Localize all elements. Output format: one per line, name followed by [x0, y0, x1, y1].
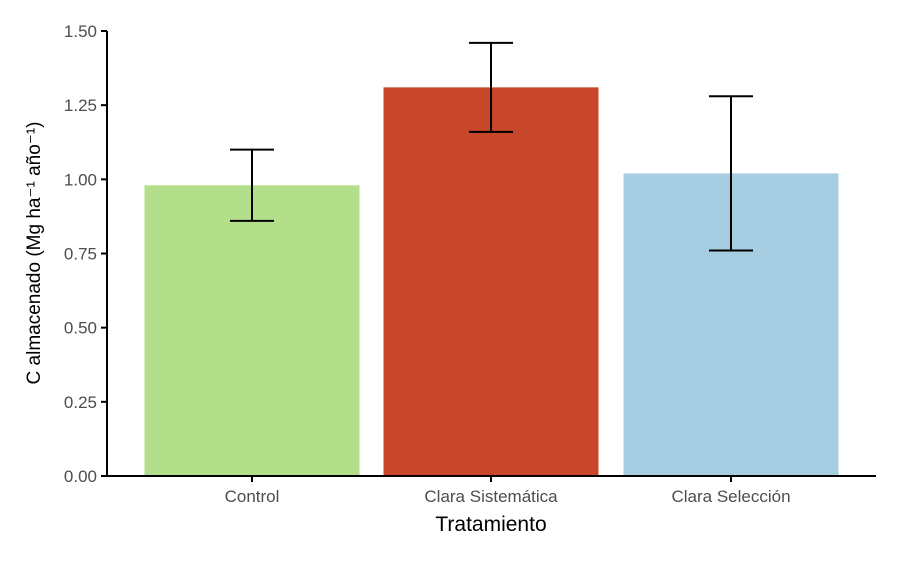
y-tick-label: 0.75 — [64, 245, 97, 264]
y-axis-title: C almacenado (Mg ha⁻¹ año⁻¹) — [24, 122, 45, 385]
x-tick-label: Clara Sistemática — [424, 487, 558, 506]
bar — [383, 87, 599, 476]
x-axis-title: Tratamiento — [435, 513, 546, 536]
y-tick-label: 1.25 — [64, 96, 97, 115]
y-tick-label: 1.00 — [64, 170, 97, 189]
y-tick-label: 0.50 — [64, 319, 97, 338]
y-tick-label: 0.25 — [64, 393, 97, 412]
y-tick-label: 0.00 — [64, 467, 97, 486]
y-tick-label: 1.50 — [64, 22, 97, 41]
x-tick-label: Clara Selección — [671, 487, 790, 506]
x-tick-label: Control — [225, 487, 280, 506]
bar — [144, 185, 360, 476]
